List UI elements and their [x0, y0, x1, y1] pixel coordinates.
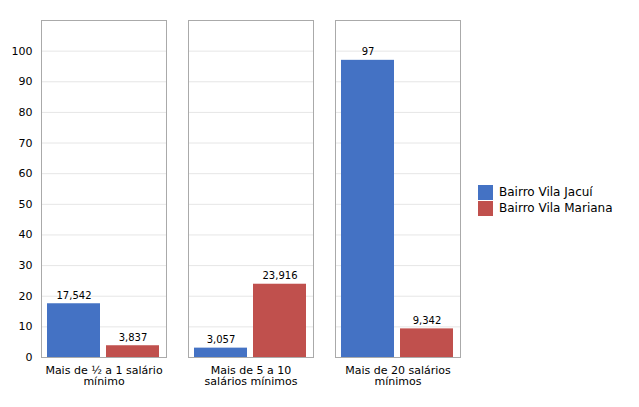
svg-text:20: 20 — [19, 290, 33, 303]
svg-text:30: 30 — [19, 259, 33, 272]
html-text:Bairro Vila Mariana: Bairro Vila Mariana — [499, 201, 613, 215]
svg-text:60: 60 — [19, 167, 33, 180]
svg-text:70: 70 — [19, 137, 33, 150]
svg-text:80: 80 — [19, 106, 33, 119]
svg-text:3,837: 3,837 — [119, 332, 148, 343]
html-text:Bairro Vila Jacuí: Bairro Vila Jacuí — [499, 185, 593, 199]
svg-text:17,542: 17,542 — [57, 290, 92, 301]
svg-text:100: 100 — [12, 45, 33, 58]
svg-text:Mais de 20 saláriosmínimos: Mais de 20 saláriosmínimos — [345, 364, 451, 388]
svg-text:23,916: 23,916 — [263, 270, 298, 281]
svg-text:10: 10 — [19, 320, 33, 333]
svg-text:3,057: 3,057 — [207, 334, 236, 345]
svg-text:0: 0 — [26, 351, 33, 364]
svg-text:50: 50 — [19, 198, 33, 211]
svg-text:Mais de ½ a 1 saláriomínimo: Mais de ½ a 1 saláriomínimo — [45, 364, 162, 388]
svg-text:9,342: 9,342 — [413, 315, 442, 326]
svg-text:97: 97 — [362, 46, 375, 57]
svg-text:Mais de 5 a 10salários mínimos: Mais de 5 a 10salários mínimos — [205, 364, 298, 388]
svg-text:40: 40 — [19, 228, 33, 241]
svg-text:90: 90 — [19, 75, 33, 88]
